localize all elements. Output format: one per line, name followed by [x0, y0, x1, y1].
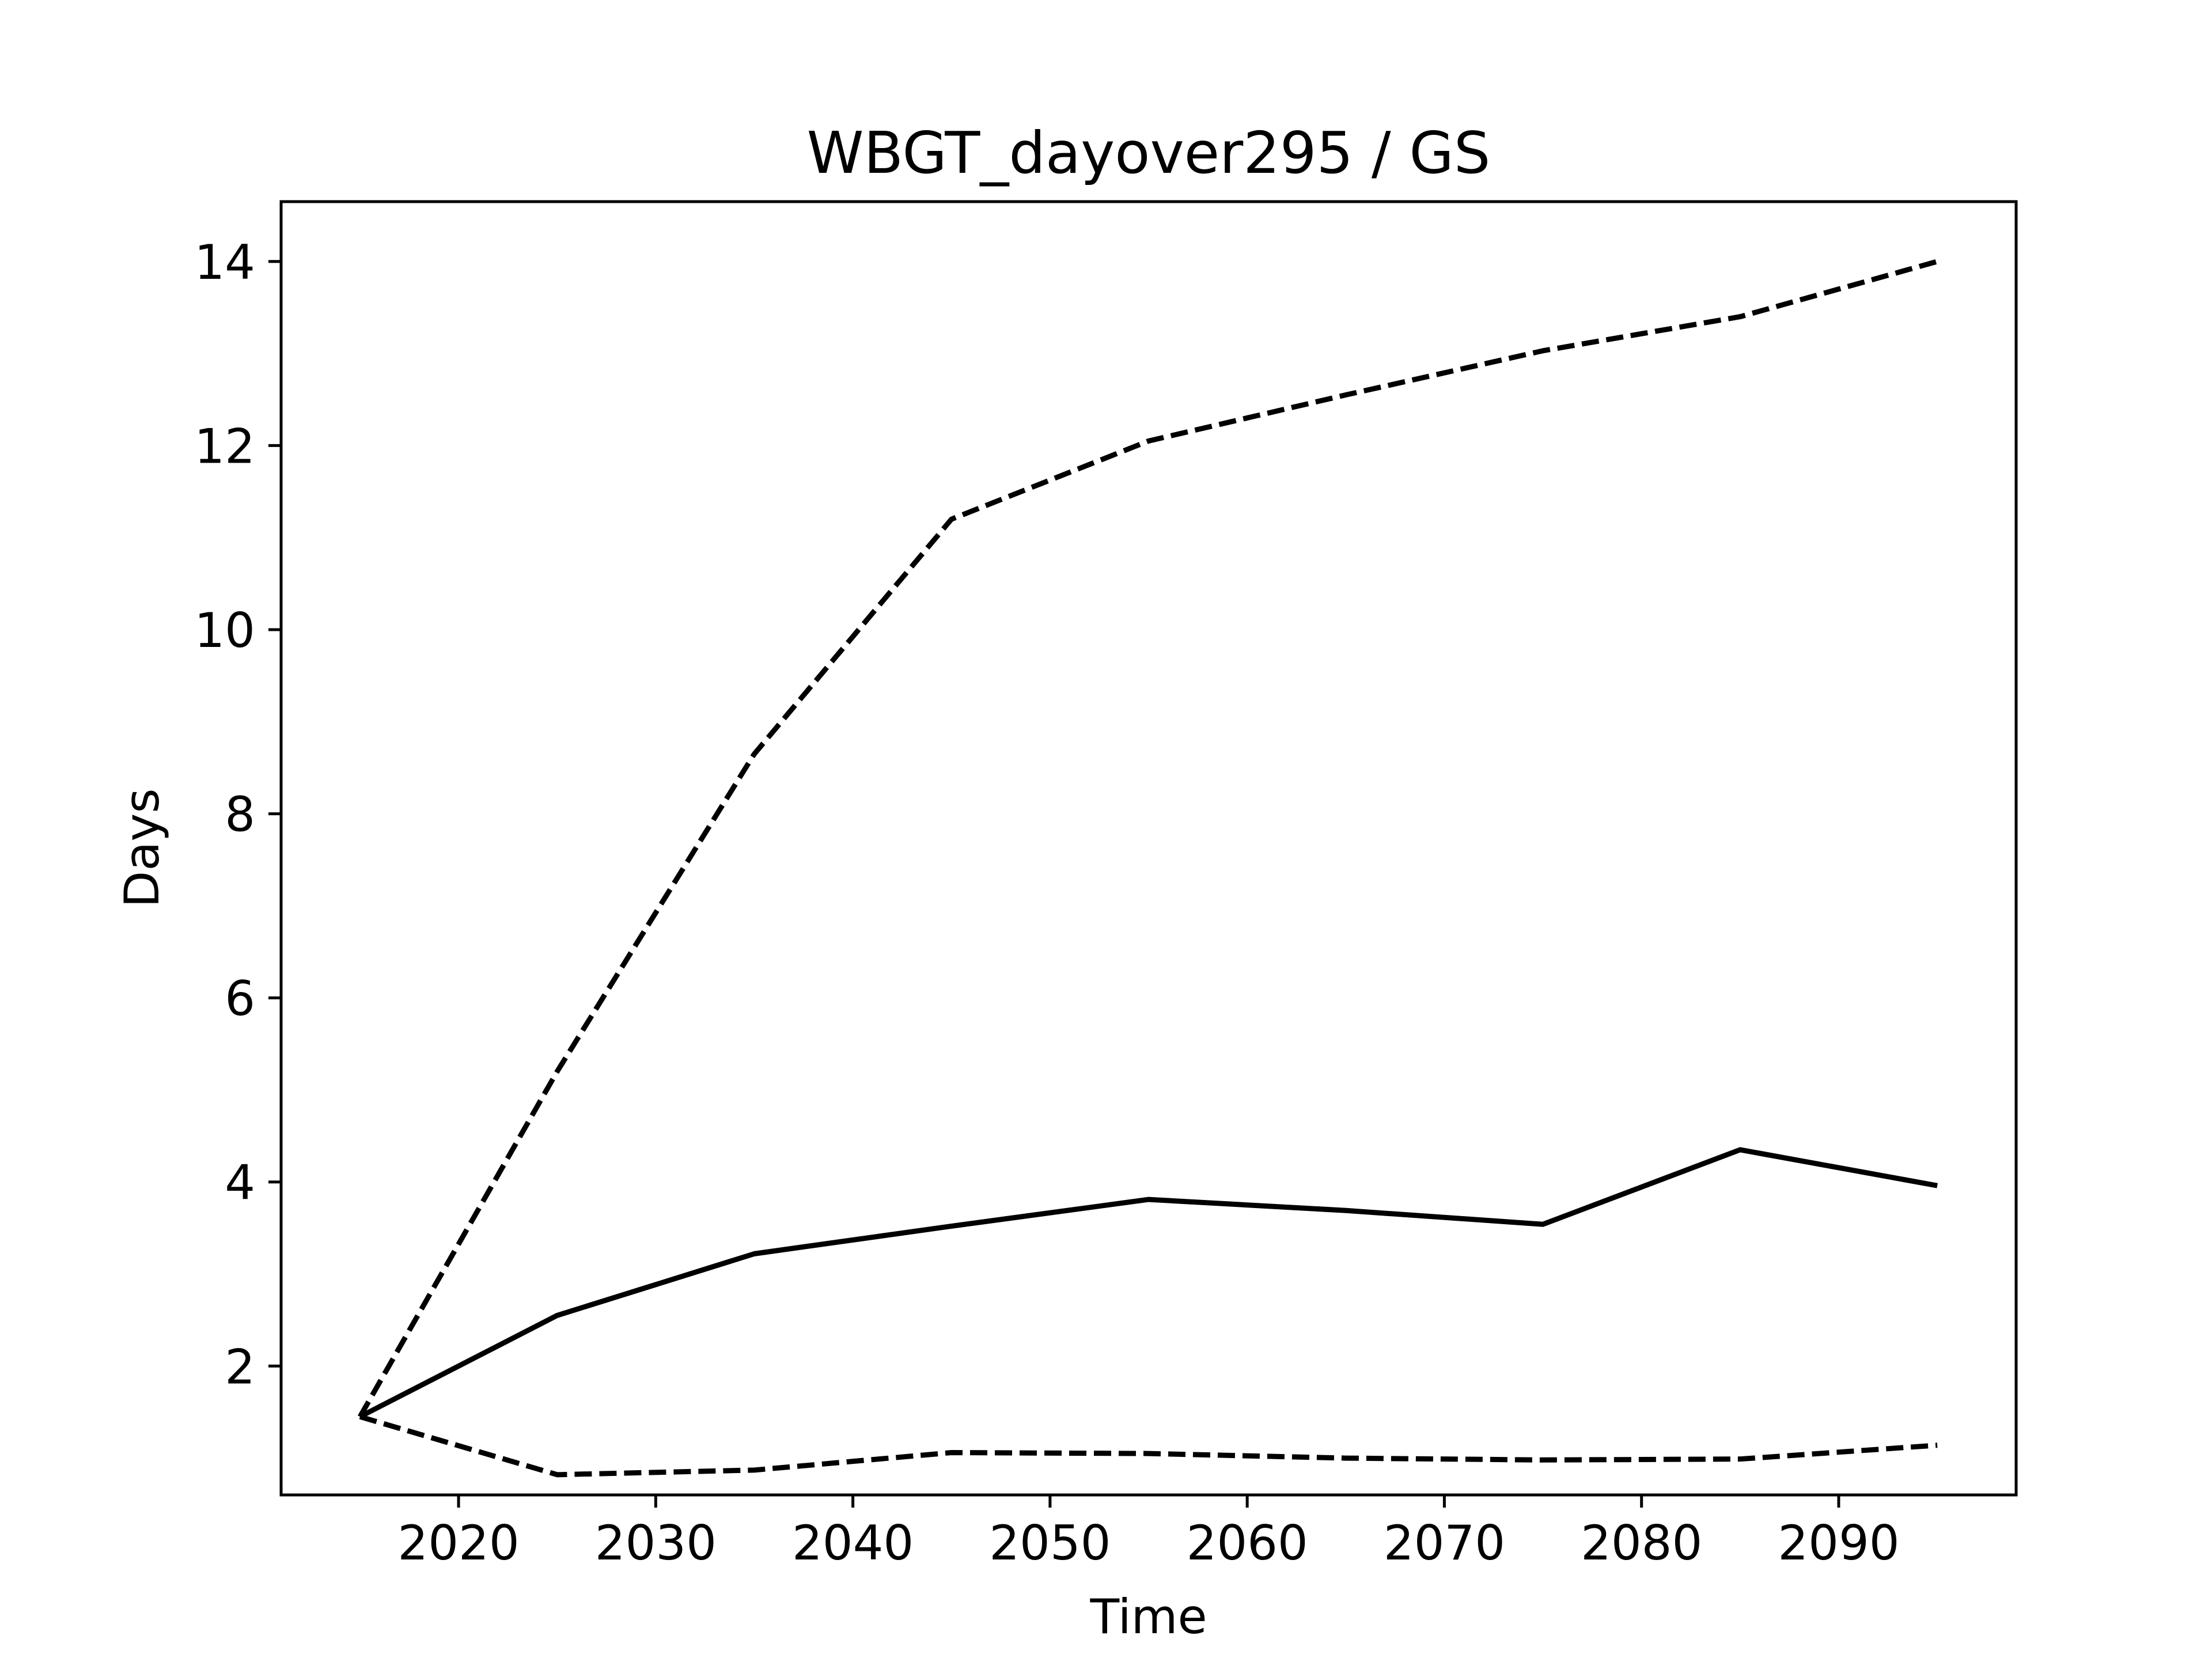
x-axis: 2020 2030 2040 2050 2060 2070 2080 2090	[397, 1495, 1900, 1571]
y-tick-label: 10	[194, 603, 255, 658]
y-tick-label: 4	[225, 1155, 255, 1211]
x-tick-label: 2020	[397, 1515, 519, 1571]
y-tick-label: 12	[194, 418, 255, 474]
y-tick-label: 2	[225, 1339, 255, 1395]
x-tick-label: 2090	[1778, 1515, 1899, 1571]
y-tick-label: 8	[225, 787, 255, 843]
series-line-1	[358, 1147, 1938, 1419]
y-tick-label: 6	[225, 971, 255, 1027]
x-tick-label: 2070	[1384, 1515, 1505, 1571]
y-axis: 2 4 6 8 10 12 14	[194, 234, 281, 1395]
series-line-3	[359, 1414, 1938, 1478]
x-tick-label: 2030	[595, 1515, 717, 1571]
x-axis-label: Time	[1089, 1589, 1207, 1645]
x-tick-label: 2060	[1187, 1515, 1308, 1571]
x-tick-label: 2040	[792, 1515, 914, 1571]
series-line-2	[358, 259, 1938, 1418]
plot-lines	[358, 259, 1938, 1478]
x-tick-label: 2050	[989, 1515, 1111, 1571]
chart-title: WBGT_dayover295 / GS	[807, 119, 1491, 187]
plot-frame	[279, 200, 2018, 1497]
y-axis-label: Days	[114, 788, 170, 907]
y-tick-label: 14	[194, 234, 255, 290]
x-tick-label: 2080	[1581, 1515, 1702, 1571]
